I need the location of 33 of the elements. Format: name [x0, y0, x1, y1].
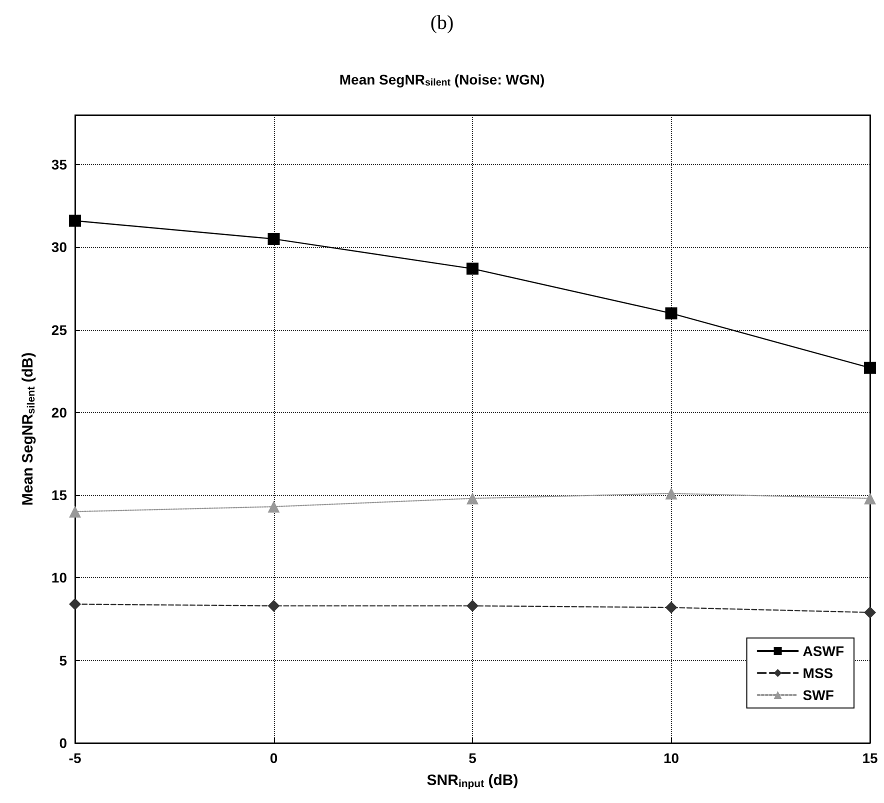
point [268, 232, 280, 245]
x-tick-label: 15 [862, 750, 878, 766]
x-tick-label: 0 [270, 750, 278, 766]
y-tick-label: 10 [51, 570, 68, 586]
point [864, 492, 876, 504]
point [665, 487, 678, 500]
point [268, 600, 280, 612]
point [69, 214, 81, 227]
x-tick-label: 10 [663, 750, 680, 766]
x-tick-label: -5 [68, 750, 82, 766]
y-tick-label: 0 [59, 735, 68, 751]
y-tick-label: 15 [51, 487, 68, 504]
point [69, 598, 81, 610]
y-tick-label: 30 [51, 239, 68, 256]
chart-subtitle: (b) [430, 12, 454, 34]
point [665, 307, 678, 320]
point [69, 506, 81, 518]
point [466, 262, 478, 275]
y-tick-label: 35 [51, 156, 68, 173]
point [665, 601, 678, 614]
point [466, 600, 478, 612]
y-tick-label: 5 [59, 652, 68, 668]
y-tick-label: 20 [51, 404, 68, 420]
legend-label: MSS [802, 665, 834, 681]
point [864, 606, 876, 618]
point [864, 362, 876, 374]
point [268, 500, 280, 513]
point [466, 492, 478, 504]
y-tick-label: 25 [51, 322, 68, 338]
x-tick-label: 5 [468, 750, 477, 766]
legend-label: ASWF [802, 643, 844, 659]
y-axis-title: Mean SegNRsilent (dB) [19, 352, 38, 506]
legend-label: SWF [802, 687, 834, 703]
